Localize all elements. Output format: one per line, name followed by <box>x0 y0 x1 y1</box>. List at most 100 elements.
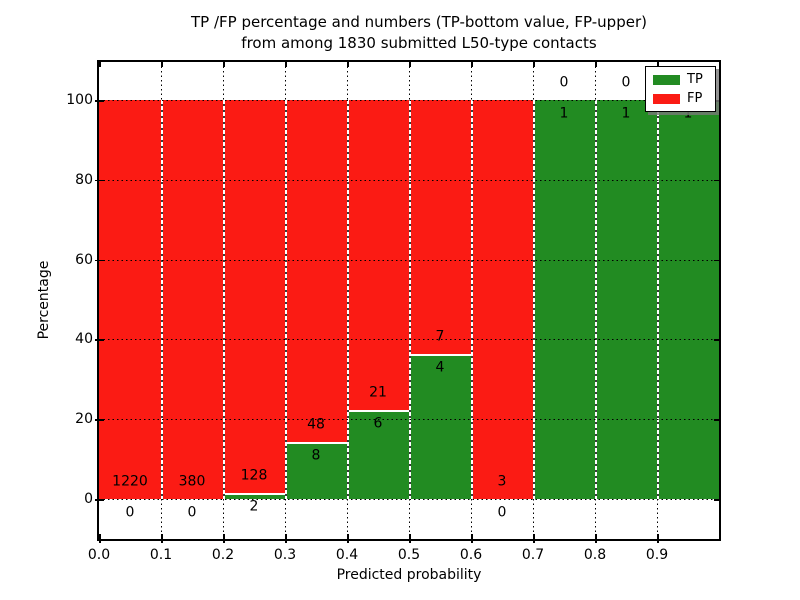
plot-area: 12200380012824882167430010101 <box>97 60 721 541</box>
gridline-vertical <box>285 62 286 100</box>
x-tick-mark <box>657 62 659 67</box>
tp-count-annotation: 1 <box>683 105 693 122</box>
fp-count-annotation: 3 <box>497 473 507 490</box>
tp-count-annotation: 0 <box>497 504 507 521</box>
x-tick-mark <box>161 534 163 543</box>
tp-count-annotation: 0 <box>187 504 197 521</box>
legend-entry-tp: TP <box>646 72 715 87</box>
gridline-vertical-over-bars <box>346 100 349 499</box>
chart-title-line-2: from among 1830 submitted L50-type conta… <box>241 34 597 52</box>
fp-count-annotation: 1220 <box>112 473 148 490</box>
gridline-vertical <box>161 62 162 100</box>
y-tick-mark <box>95 179 104 182</box>
tp-bar-segment <box>409 353 471 499</box>
y-tick-label: 20 <box>75 411 93 428</box>
gridline-vertical-over-bars <box>222 100 225 499</box>
x-tick-mark <box>409 534 411 543</box>
fp-count-annotation: 21 <box>369 384 387 401</box>
fp-count-annotation: 380 <box>178 473 206 490</box>
legend-entry-fp: FP <box>646 91 715 106</box>
y-tick-mark <box>714 419 719 421</box>
gridline-horizontal <box>99 499 719 500</box>
x-tick-mark <box>471 62 473 67</box>
tp-bar-segment <box>223 492 285 499</box>
fp-bar-segment <box>471 100 533 499</box>
fp-bar-segment <box>223 100 285 493</box>
x-tick-label: 0.7 <box>521 547 545 563</box>
y-tick-mark <box>714 339 719 341</box>
tp-color-swatch <box>653 74 680 85</box>
x-tick-mark <box>409 62 411 67</box>
x-tick-mark <box>285 62 287 67</box>
gridline-vertical <box>595 499 596 539</box>
fp-count-annotation: 7 <box>435 328 445 345</box>
fp-bar-segment <box>285 100 347 442</box>
fp-color-swatch <box>653 93 680 104</box>
x-tick-label: 0.3 <box>273 547 297 563</box>
y-tick-mark <box>95 419 104 421</box>
x-tick-mark <box>223 534 225 543</box>
legend: TP FP <box>645 66 716 112</box>
gridline-vertical-over-bars <box>656 100 659 499</box>
y-tick-mark <box>714 499 719 501</box>
x-tick-label: 0.8 <box>583 547 607 563</box>
gridline-vertical <box>409 499 410 539</box>
gridline-vertical <box>657 499 658 539</box>
x-tick-mark <box>533 534 535 543</box>
gridline-vertical <box>347 499 348 539</box>
legend-label-tp: TP <box>687 72 703 87</box>
x-axis-label: Predicted probability <box>336 567 482 583</box>
y-tick-mark <box>95 499 104 501</box>
gridline-vertical-over-bars <box>160 100 163 499</box>
gridline-vertical <box>223 62 224 100</box>
fp-count-annotation: 48 <box>307 416 325 433</box>
x-tick-label: 0.2 <box>211 547 235 563</box>
tp-count-annotation: 0 <box>125 504 135 521</box>
fp-bar-segment <box>99 100 161 499</box>
y-tick-label: 100 <box>66 92 93 108</box>
x-tick-mark <box>533 62 535 67</box>
tp-bar-segment <box>657 100 719 499</box>
tp-bar-segment <box>595 100 657 499</box>
gridline-vertical <box>161 499 162 539</box>
x-tick-label: 0.1 <box>149 547 173 563</box>
tp-count-annotation: 1 <box>621 105 631 122</box>
y-tick-label: 80 <box>75 171 93 188</box>
gridline-vertical-over-bars <box>284 100 287 499</box>
tp-bar-segment <box>347 410 409 499</box>
tp-count-annotation: 8 <box>311 447 321 464</box>
gridline-vertical <box>409 62 410 100</box>
fp-count-annotation: 0 <box>559 74 569 91</box>
fp-count-annotation: 0 <box>621 74 631 91</box>
x-tick-mark <box>595 534 597 543</box>
chart-title-line-1: TP /FP percentage and numbers (TP-bottom… <box>191 13 647 31</box>
x-tick-mark <box>595 62 597 67</box>
y-tick-mark <box>714 179 719 182</box>
tp-count-annotation: 4 <box>435 359 445 376</box>
y-tick-mark <box>95 259 104 262</box>
y-axis-label: Percentage <box>36 260 52 340</box>
gridline-horizontal <box>99 100 719 101</box>
gridline-vertical-over-bars <box>408 100 411 499</box>
x-tick-mark <box>347 62 349 67</box>
gridline-horizontal <box>99 259 719 261</box>
x-tick-mark <box>99 62 101 67</box>
gridline-vertical <box>471 499 472 539</box>
gridline-vertical <box>533 499 534 539</box>
gridline-horizontal <box>99 339 719 341</box>
x-tick-mark <box>657 534 659 543</box>
y-tick-mark <box>95 339 104 341</box>
tp-count-annotation: 6 <box>373 415 383 432</box>
tp-count-annotation: 1 <box>559 105 569 122</box>
gridline-vertical-over-bars <box>594 100 597 499</box>
fp-count-annotation: 128 <box>240 467 268 484</box>
y-tick-label: 0 <box>84 491 93 507</box>
legend-label-fp: FP <box>687 91 703 106</box>
gridline-vertical <box>533 62 534 100</box>
y-tick-mark <box>714 100 719 102</box>
y-tick-label: 60 <box>75 251 93 268</box>
tp-count-annotation: 2 <box>249 498 259 515</box>
fp-bar-segment <box>409 100 471 354</box>
x-tick-mark <box>471 534 473 543</box>
gridline-horizontal <box>99 179 719 181</box>
